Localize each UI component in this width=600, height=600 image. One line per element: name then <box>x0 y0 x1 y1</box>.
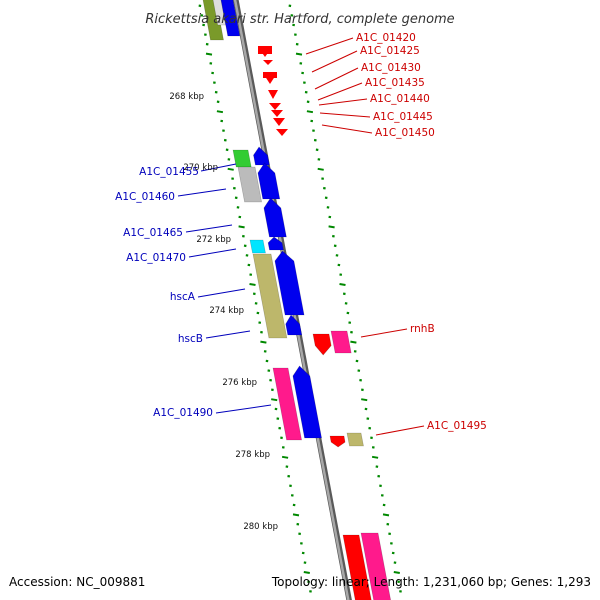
gene-label-left: hscB <box>178 333 203 345</box>
left-leader-line <box>177 188 227 197</box>
gene-pink-rnhb <box>330 330 352 354</box>
right-leader-line <box>360 328 408 338</box>
accession-text: Accession: NC_009881 <box>9 575 145 589</box>
tick-marks <box>198 4 402 593</box>
left-leader-line <box>205 330 251 339</box>
tick-mark <box>306 110 314 114</box>
right-leader-line <box>311 50 358 73</box>
gene-label-left: A1C_01465 <box>123 227 183 239</box>
scale-label: 276 kbp <box>222 378 257 388</box>
left-leader-line <box>197 288 246 298</box>
map-title: Rickettsia akari str. Hartford, complete… <box>145 12 454 27</box>
gene-blue-arrow <box>285 314 303 336</box>
right-leader-line <box>317 82 363 101</box>
gene-pink-bottom <box>360 532 391 600</box>
gene-red-rnhb <box>312 333 332 356</box>
gene-gray <box>237 166 262 203</box>
tick-mark <box>271 398 278 402</box>
scale-label: 272 kbp <box>196 235 231 245</box>
gene-red-arrow <box>271 110 283 117</box>
gene-label-left: A1C_01490 <box>153 407 213 419</box>
tick-mark <box>371 455 379 459</box>
scale-label: 280 kbp <box>243 522 278 532</box>
left-leader-line <box>200 163 237 172</box>
gene-label-right: A1C_01445 <box>373 111 433 123</box>
right-leader-line <box>375 425 425 436</box>
tick-mark <box>295 52 303 56</box>
gene-label-right: rnhB <box>410 323 435 335</box>
scale-label: 270 kbp <box>183 163 218 173</box>
gene-label-right: A1C_01450 <box>375 127 435 139</box>
gene-blue-arrow <box>274 250 305 316</box>
gene-blue-arrow <box>253 146 270 166</box>
gene-label-left: A1C_01470 <box>126 252 186 264</box>
tick-mark <box>303 571 310 574</box>
gene-label-right: A1C_01435 <box>365 77 425 89</box>
gene-khaki-1495 <box>346 432 364 447</box>
tick-mark <box>216 110 224 114</box>
tick-mark <box>205 52 213 56</box>
gene-red-arrow <box>269 103 281 110</box>
tick-mark <box>238 225 245 229</box>
gene-top-gray <box>212 0 227 26</box>
gene-features <box>202 0 391 600</box>
label-leader-lines <box>177 37 425 436</box>
summary-text: Topology: linear; Length: 1,231,060 bp; … <box>271 575 591 589</box>
gene-red-1495 <box>329 435 346 448</box>
gene-blue-arrow <box>292 365 322 439</box>
right-leader-line <box>305 37 354 55</box>
right-leader-line <box>314 67 359 90</box>
gene-label-left: A1C_01455 <box>139 166 199 178</box>
gene-top-blue <box>220 0 241 37</box>
tick-mark <box>317 167 324 171</box>
gene-top-olive <box>202 0 224 41</box>
scale-label: 268 kbp <box>169 92 204 102</box>
tick-mark <box>361 398 368 402</box>
tick-mark <box>393 571 400 574</box>
gene-label-right: A1C_01495 <box>427 420 487 432</box>
gene-khaki-hsca <box>252 253 288 339</box>
right-leader-line <box>319 112 371 118</box>
left-leader-line <box>188 248 237 258</box>
gene-red-arrow <box>268 90 278 99</box>
tick-mark <box>292 513 300 517</box>
gene-blue-arrow <box>267 236 284 251</box>
tick-mark <box>382 513 390 517</box>
tick-mark <box>281 455 289 459</box>
tick-mark <box>328 225 335 229</box>
tick-mark <box>227 167 234 171</box>
gene-red-arrow <box>276 129 288 136</box>
right-leader-line <box>318 98 368 106</box>
gene-red-arrow <box>273 118 285 126</box>
gene-label-right: A1C_01440 <box>370 93 430 105</box>
gene-red-bottom <box>342 534 372 600</box>
gene-label-right: A1C_01420 <box>356 32 416 44</box>
tick-mark <box>260 340 267 344</box>
gene-red-block <box>263 72 277 78</box>
tick-mark <box>339 283 346 286</box>
gene-blue-arrow <box>257 162 281 200</box>
gene-pink-1490 <box>272 367 302 441</box>
gene-cyan <box>249 239 266 254</box>
scale-label: 278 kbp <box>235 450 270 460</box>
gene-label-right: A1C_01425 <box>360 45 420 57</box>
gene-label-left: hscA <box>170 291 196 303</box>
left-leader-line <box>185 224 233 233</box>
left-leader-line <box>215 404 272 414</box>
gene-red-arrow <box>263 60 273 65</box>
gene-red-block <box>258 46 272 54</box>
right-leader-line <box>321 124 373 134</box>
tick-mark <box>249 283 256 286</box>
gene-label-left: A1C_01460 <box>115 191 175 203</box>
scale-label: 274 kbp <box>209 306 244 316</box>
gene-label-right: A1C_01430 <box>361 62 421 74</box>
gene-blue-arrow <box>263 197 287 238</box>
tick-mark <box>350 340 357 344</box>
